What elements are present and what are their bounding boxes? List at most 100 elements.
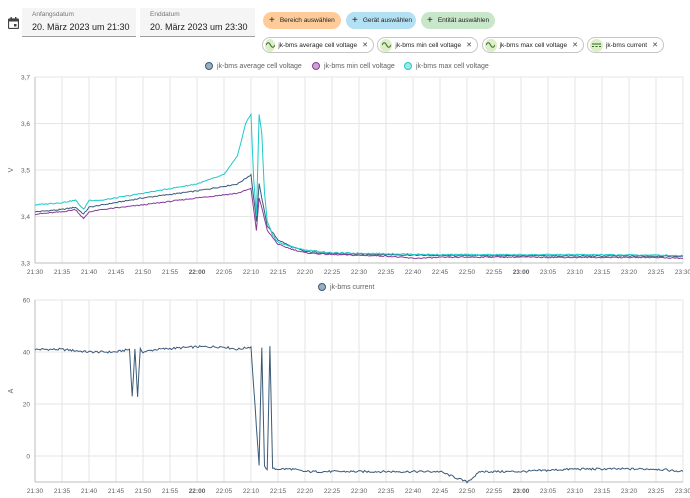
select-device-label: Gerät auswählen [362,17,412,24]
legend-dot [404,62,412,70]
y-tick-label: 3,6 [21,121,30,128]
y-tick-label: 3,3 [21,261,30,268]
series-line [34,345,684,484]
x-tick-label: 22:00 [189,488,206,495]
entity-chip-min-voltage[interactable]: jk-bms min cell voltage ✕ [377,37,478,53]
x-tick-label: 22:35 [378,488,395,495]
x-tick-label: 21:40 [81,269,98,276]
x-tick-label: 22:15 [270,269,287,276]
x-tick-label: 22:30 [351,488,368,495]
start-date-value: 20. März 2023 um 21:30 [32,22,130,32]
legend-label: jk-bms max cell voltage [416,62,489,70]
x-tick-label: 22:05 [216,269,233,276]
x-tick-label: 22:45 [432,488,449,495]
y-tick-label: 60 [23,298,31,305]
x-tick-label: 21:35 [54,269,71,276]
close-icon[interactable]: ✕ [362,42,368,49]
entity-chip-max-voltage[interactable]: jk-bms max cell voltage ✕ [482,37,584,53]
x-tick-label: 22:15 [270,488,287,495]
x-tick-label: 23:20 [621,269,638,276]
x-tick-label: 23:10 [567,269,584,276]
x-tick-label: 22:45 [432,269,449,276]
close-icon[interactable]: ✕ [652,42,658,49]
x-tick-label: 23:10 [567,488,584,495]
x-tick-label: 23:05 [540,269,557,276]
select-entity-label: Entität auswählen [437,17,490,24]
x-tick-label: 23:00 [513,269,530,276]
close-icon[interactable]: ✕ [572,42,578,49]
start-date-field[interactable]: Anfangsdatum 20. März 2023 um 21:30 [22,8,136,37]
y-tick-label: 40 [23,350,31,357]
legend-label: jk-bms min cell voltage [324,62,395,70]
x-tick-label: 22:35 [378,269,395,276]
x-tick-label: 21:30 [27,269,44,276]
x-tick-label: 21:45 [108,269,125,276]
x-tick-label: 22:55 [486,269,503,276]
x-tick-label: 22:00 [189,269,206,276]
x-tick-label: 21:45 [108,488,125,495]
x-tick-label: 21:50 [135,269,152,276]
x-tick-label: 22:10 [243,488,260,495]
legend-label: jk-bms average cell voltage [217,62,302,70]
plus-icon: + [352,14,358,26]
x-tick-label: 22:10 [243,269,260,276]
x-tick-label: 22:40 [405,269,422,276]
end-date-field[interactable]: Enddatum 20. März 2023 um 23:30 [140,8,255,37]
select-device-button[interactable]: + Gerät auswählen [346,12,416,29]
x-tick-label: 22:25 [324,269,341,276]
x-tick-label: 22:40 [405,488,422,495]
x-tick-label: 23:00 [513,488,530,495]
legend-max-voltage[interactable]: jk-bms max cell voltage [404,62,489,70]
x-tick-label: 21:35 [54,488,71,495]
y-tick-label: 3,4 [21,214,30,221]
chip-label: jk-bms max cell voltage [499,41,568,49]
x-tick-label: 23:30 [675,269,690,276]
x-tick-label: 23:25 [648,488,665,495]
legend-min-voltage[interactable]: jk-bms min cell voltage [312,62,395,70]
x-tick-label: 23:15 [594,269,611,276]
legend-label: jk-bms current [330,283,375,291]
x-tick-label: 22:25 [324,488,341,495]
x-tick-label: 21:50 [135,488,152,495]
x-tick-label: 22:50 [459,488,476,495]
x-tick-label: 22:05 [216,488,233,495]
series-line [34,187,684,260]
entity-chip-average-voltage[interactable]: jk-bms average cell voltage ✕ [262,37,374,53]
select-entity-button[interactable]: + Entität auswählen [421,12,495,29]
y-tick-label: 20 [23,402,31,409]
legend-dot [205,62,213,70]
legend-dot [318,283,326,291]
select-area-button[interactable]: + Bereich auswählen [263,12,341,29]
y-tick-label: 3,7 [21,75,30,82]
plus-icon: + [427,14,433,26]
x-tick-label: 21:40 [81,488,98,495]
start-date-label: Anfangsdatum [32,11,74,18]
x-tick-label: 21:55 [162,269,179,276]
voltage-chart: 21:30 21:35 21:40 21:45 21:50 21:55 22:00 22:05… [8,75,690,277]
y-axis-title: A [8,388,15,393]
chip-label: jk-bms min cell voltage [395,41,462,49]
x-tick-label: 22:20 [297,269,314,276]
current-icon [590,38,603,52]
x-tick-label: 23:30 [675,488,690,495]
x-tick-label: 21:30 [27,488,44,495]
close-icon[interactable]: ✕ [466,42,472,49]
x-tick-label: 22:30 [351,269,368,276]
legend-average-voltage[interactable]: jk-bms average cell voltage [205,62,302,70]
legend-current[interactable]: jk-bms current [318,283,374,291]
current-chart: 21:30 21:35 21:40 21:45 21:50 21:55 22:00 22:05… [8,298,690,496]
x-tick-label: 23:05 [540,488,557,495]
x-tick-label: 22:20 [297,488,314,495]
sine-wave-icon [485,38,497,52]
entity-chip-current[interactable]: jk-bms current ✕ [587,37,664,53]
y-tick-label: 3,5 [21,168,30,175]
x-tick-label: 22:50 [459,269,476,276]
calendar-icon [7,16,20,34]
chip-label: jk-bms current [605,41,648,49]
x-tick-label: 21:55 [162,488,179,495]
select-area-label: Bereich auswählen [279,17,335,24]
chip-label: jk-bms average cell voltage [278,41,358,49]
end-date-value: 20. März 2023 um 23:30 [150,22,248,32]
sine-wave-icon [265,38,276,52]
plus-icon: + [269,14,275,26]
